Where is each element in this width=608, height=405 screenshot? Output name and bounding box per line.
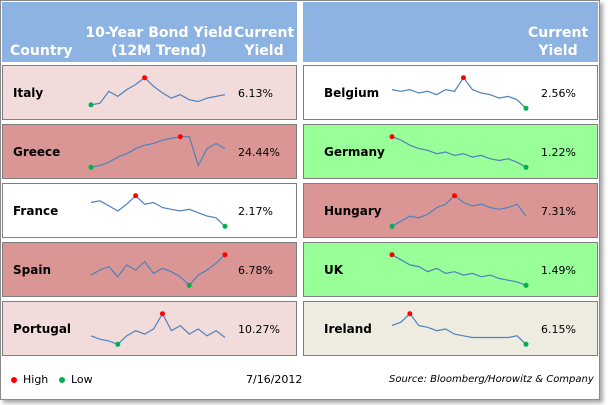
current-yield: 6.15%: [541, 323, 576, 336]
header-yield-line2: Yield: [244, 43, 284, 59]
country-name: Spain: [13, 263, 51, 277]
low-marker: [115, 341, 121, 347]
report-date: 7/16/2012: [246, 373, 303, 386]
country-row-right: Ireland 6.15%: [303, 301, 598, 356]
high-marker: [133, 193, 139, 199]
low-marker: [523, 105, 529, 111]
low-marker: [88, 102, 94, 108]
high-marker: [159, 311, 165, 317]
yield-trend-sparkline: [391, 75, 529, 111]
high-marker-icon: [11, 377, 17, 383]
trend-line: [391, 136, 527, 168]
legend-high: High: [11, 373, 48, 386]
yield-trend-sparkline: [88, 134, 226, 170]
current-yield: 1.49%: [541, 264, 576, 277]
yield-trend-sparkline: [389, 193, 527, 229]
country-name: UK: [324, 263, 344, 277]
yield-trend-sparkline: [389, 252, 529, 288]
yield-trend-sparkline: [90, 252, 228, 288]
low-marker-icon: [59, 377, 65, 383]
source-note: Source: Bloomberg/Horowitz & Company: [389, 374, 594, 385]
current-yield: 2.17%: [238, 205, 273, 218]
country-name: Italy: [13, 86, 44, 100]
country-row-left: Italy 6.13%: [2, 65, 297, 120]
yield-trend-sparkline: [391, 311, 529, 347]
low-marker: [523, 282, 529, 288]
current-yield: 6.78%: [238, 264, 273, 277]
high-marker: [177, 134, 183, 140]
high-marker: [389, 252, 395, 258]
country-name: Germany: [324, 145, 385, 159]
country-row-right: Belgium 2.56%: [303, 65, 598, 120]
trend-line: [391, 312, 527, 345]
current-yield: 24.44%: [238, 146, 280, 159]
country-row-left: France 2.17%: [2, 183, 297, 238]
high-marker: [389, 134, 395, 140]
legend-low: Low: [59, 373, 93, 386]
country-name: Belgium: [324, 86, 380, 100]
trend-line: [90, 136, 226, 168]
country-row-left: Spain 6.78%: [2, 242, 297, 297]
country-name: Ireland: [324, 322, 372, 336]
country-row-left: Portugal 10.27%: [2, 301, 297, 356]
country-row-right: Germany 1.22%: [303, 124, 598, 179]
header-yield-line1: Current: [234, 25, 295, 41]
high-marker: [452, 193, 458, 199]
yield-trend-sparkline: [90, 311, 226, 347]
country-name: France: [13, 204, 59, 218]
header-trend-line1: 10-Year Bond Yield: [85, 25, 233, 41]
high-marker: [142, 75, 148, 81]
trend-line: [90, 76, 226, 106]
trend-line: [90, 254, 226, 287]
header-left: Country 10-Year Bond Yield (12M Trend) C…: [2, 2, 297, 62]
trend-line: [391, 194, 527, 227]
low-marker: [88, 164, 94, 170]
current-yield: 10.27%: [238, 323, 280, 336]
current-yield: 7.31%: [541, 205, 576, 218]
low-marker: [222, 223, 228, 229]
current-yield: 1.22%: [541, 146, 576, 159]
low-marker: [523, 164, 529, 170]
yield-trend-sparkline: [88, 75, 226, 108]
high-marker: [407, 311, 413, 317]
high-marker: [460, 75, 466, 81]
header-right-yield-line2: Yield: [538, 43, 578, 59]
country-row-right: UK 1.49%: [303, 242, 598, 297]
current-yield: 2.56%: [541, 87, 576, 100]
country-row-left: Greece 24.44%: [2, 124, 297, 179]
trend-line: [391, 254, 527, 286]
country-row-right: Hungary 7.31%: [303, 183, 598, 238]
country-name: Portugal: [13, 322, 72, 336]
bond-yield-table: Country 10-Year Bond Yield (12M Trend) C…: [0, 0, 600, 400]
legend-low-label: Low: [71, 373, 93, 386]
low-marker: [523, 341, 529, 347]
trend-line: [90, 312, 226, 345]
country-name: Hungary: [324, 204, 382, 218]
trend-line: [391, 76, 527, 109]
yield-trend-sparkline: [389, 134, 529, 170]
country-name: Greece: [13, 145, 61, 159]
low-marker: [389, 223, 395, 229]
header-right-yield-line1: Current: [528, 25, 589, 41]
high-marker: [222, 252, 228, 258]
header-country: Country: [10, 43, 73, 59]
low-marker: [186, 282, 192, 288]
header-trend-line2: (12M Trend): [111, 43, 207, 59]
legend-high-label: High: [23, 373, 49, 386]
trend-line: [90, 194, 226, 227]
yield-trend-sparkline: [90, 193, 228, 229]
header-right: Current Yield: [303, 2, 598, 62]
current-yield: 6.13%: [238, 87, 273, 100]
